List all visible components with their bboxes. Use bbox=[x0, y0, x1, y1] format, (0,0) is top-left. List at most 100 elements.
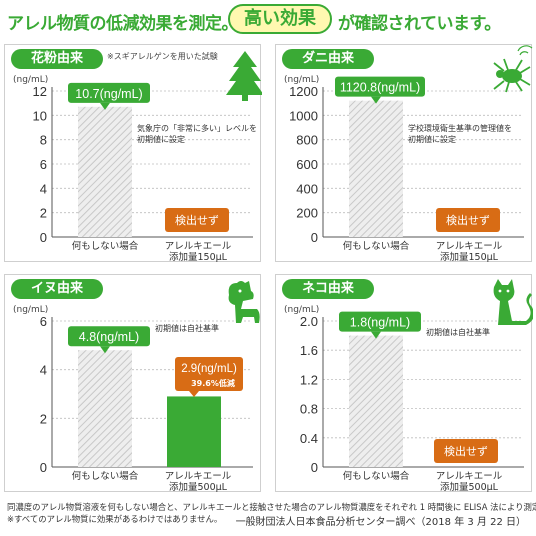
value-callout-box bbox=[68, 326, 150, 347]
reduction-callout-pointer bbox=[189, 391, 199, 397]
dog-shape bbox=[228, 281, 260, 323]
side-note-line: 初期値は自社基準 bbox=[155, 323, 219, 333]
value-callout-box bbox=[339, 311, 421, 332]
y-tick-label: 1000 bbox=[289, 108, 318, 123]
y-tick-label: 0 bbox=[40, 460, 47, 475]
y-tick-label: 2 bbox=[40, 411, 47, 426]
y-tick-label: 6 bbox=[40, 314, 47, 329]
cat-icon bbox=[493, 279, 533, 325]
bar-untreated bbox=[78, 350, 132, 467]
cat-shape bbox=[493, 279, 533, 325]
side-note-line: 気象庁の「非常に多い」レベルを bbox=[137, 123, 257, 133]
y-tick-label: 1200 bbox=[289, 84, 318, 99]
panel-cat: ネコ由来 (ng/mL) 0 0.4 0.8 1.2 1.6 2.0 1.8(ng/mL) 初… bbox=[275, 274, 533, 493]
y-tick-label: 0 bbox=[40, 230, 47, 245]
tree-trunk bbox=[242, 95, 248, 101]
x-tick-label: アレルキエール bbox=[165, 471, 232, 482]
mite-body bbox=[502, 69, 522, 83]
y-unit-label: (ng/mL) bbox=[13, 305, 49, 315]
mite-icon bbox=[493, 45, 533, 93]
x-tick-label: アレルキエール bbox=[436, 471, 503, 482]
value-callout-box bbox=[68, 82, 150, 103]
panel-tag: イヌ由来 bbox=[11, 279, 103, 299]
not-detected-text: 検出せず bbox=[175, 213, 219, 227]
headline: アレル物質の低減効果を測定。 高い効果 が確認されています。 bbox=[0, 0, 536, 38]
bar-untreated bbox=[349, 335, 403, 467]
x-tick-label: 添加量150μL bbox=[169, 252, 228, 263]
y-tick-label: 8 bbox=[40, 133, 47, 148]
value-callout-pointer bbox=[371, 331, 381, 339]
y-unit-label: (ng/mL) bbox=[284, 75, 320, 85]
reduction-percent: 39.6%低減 bbox=[191, 378, 235, 388]
x-tick-label: 何もしない場合 bbox=[72, 470, 139, 482]
not-detected-text: 検出せず bbox=[444, 444, 488, 458]
bar-untreated bbox=[78, 106, 132, 237]
y-tick-label: 0.8 bbox=[300, 402, 318, 417]
value-callout-pointer bbox=[371, 96, 381, 104]
value-callout-box bbox=[335, 76, 425, 97]
cat-eye bbox=[498, 289, 502, 293]
pine-tree-icon bbox=[226, 51, 262, 101]
panel-mite: ダニ由来 (ng/mL) 0 200 400 600 800 1000 1200 1120.8… bbox=[275, 44, 533, 263]
y-tick-label: 10 bbox=[33, 108, 47, 123]
value-callout-pointer bbox=[100, 102, 110, 110]
x-tick-label: 添加量150μL bbox=[440, 252, 499, 263]
value-callout-text: 1120.8(ng/mL) bbox=[340, 81, 420, 95]
mite-head bbox=[496, 70, 504, 78]
value-callout-text: 4.8(ng/mL) bbox=[79, 330, 139, 344]
y-tick-label: 2.0 bbox=[300, 314, 318, 329]
reduction-callout-box bbox=[175, 357, 243, 391]
footer-source: 一般財団法人日本食品分析センター調べ（2018 年 3 月 22 日） bbox=[235, 517, 526, 528]
y-tick-label: 0 bbox=[311, 460, 318, 475]
y-tick-label: 2 bbox=[40, 206, 47, 221]
panel-tag: ダニ由来 bbox=[282, 49, 374, 69]
x-tick-label: 添加量500μL bbox=[169, 482, 228, 493]
mite-legs bbox=[493, 58, 531, 93]
bar-treated bbox=[167, 396, 221, 467]
x-tick-label: アレルキエール bbox=[436, 241, 503, 252]
x-tick-label: 何もしない場合 bbox=[343, 240, 410, 252]
y-tick-label: 12 bbox=[33, 84, 47, 99]
value-callout-text: 1.8(ng/mL) bbox=[350, 316, 410, 330]
side-note-line: 学校環境衛生基準の管理値を bbox=[408, 123, 512, 133]
tree-shape bbox=[226, 51, 262, 95]
y-tick-label: 6 bbox=[40, 157, 47, 172]
chart-cat: 0 0.4 0.8 1.2 1.6 2.0 1.8(ng/mL) 初期値は自社基準検出せず何も… bbox=[300, 279, 533, 493]
y-unit-label: (ng/mL) bbox=[284, 305, 320, 315]
panel-pollen: 花粉由来 ※スギアレルゲンを用いた試験 (ng/mL) 0 2 4 6 8 10 12 10.… bbox=[4, 44, 262, 263]
side-note-line: 初期値は自社基準 bbox=[426, 327, 490, 337]
cat-eye bbox=[506, 289, 510, 293]
headline-part2: が確認されています。 bbox=[338, 14, 501, 34]
side-note-line: 初期値に設定 bbox=[408, 134, 456, 144]
dog-eye bbox=[238, 289, 242, 293]
not-detected-box bbox=[165, 208, 229, 232]
panel-tag: ネコ由来 bbox=[282, 279, 374, 299]
y-tick-label: 4 bbox=[40, 181, 47, 196]
footer: 同濃度のアレル物質溶液を何もしない場合と、アレルキエールと接触させた場合のアレル… bbox=[0, 500, 536, 536]
y-tick-label: 200 bbox=[296, 206, 318, 221]
headline-part1: アレル物質の低減効果を測定。 bbox=[7, 14, 239, 34]
panel-top-note: ※スギアレルゲンを用いた試験 bbox=[107, 52, 218, 61]
headline-highlight-badge: 高い効果 bbox=[228, 4, 332, 34]
y-unit-label: (ng/mL) bbox=[13, 75, 49, 85]
not-detected-text: 検出せず bbox=[446, 213, 490, 227]
chart-mite: 0 200 400 600 800 1000 1200 1120.8(ng/mL) 学校環境衛生… bbox=[289, 45, 533, 263]
chart-dog: 0 2 4 6 4.8(ng/mL) 初期値は自社基準 2.9(ng/mL) 39.6%低減何… bbox=[40, 281, 260, 493]
x-tick-label: アレルキエール bbox=[165, 241, 232, 252]
y-tick-label: 0 bbox=[311, 230, 318, 245]
x-tick-label: 何もしない場合 bbox=[72, 240, 139, 252]
y-tick-label: 800 bbox=[296, 133, 318, 148]
y-tick-label: 400 bbox=[296, 181, 318, 196]
y-tick-label: 0.4 bbox=[300, 431, 318, 446]
bar-untreated bbox=[349, 100, 403, 237]
chart-pollen: 0 2 4 6 8 10 12 10.7(ng/mL) 気象庁の「非常に多い」レベルを初期値に設… bbox=[33, 51, 262, 263]
dog-icon bbox=[228, 281, 260, 323]
y-tick-label: 1.6 bbox=[300, 343, 318, 358]
mite-waves bbox=[517, 45, 533, 56]
side-note-line: 初期値に設定 bbox=[137, 134, 185, 144]
panel-tag: 花粉由来 bbox=[11, 49, 103, 69]
value-callout-text: 10.7(ng/mL) bbox=[75, 87, 142, 101]
not-detected-box bbox=[434, 439, 498, 463]
panel-dog: イヌ由来 (ng/mL) 0 2 4 6 4.8(ng/mL) 初期値は自社基準 2.9(n… bbox=[4, 274, 261, 493]
y-tick-label: 4 bbox=[40, 363, 47, 378]
